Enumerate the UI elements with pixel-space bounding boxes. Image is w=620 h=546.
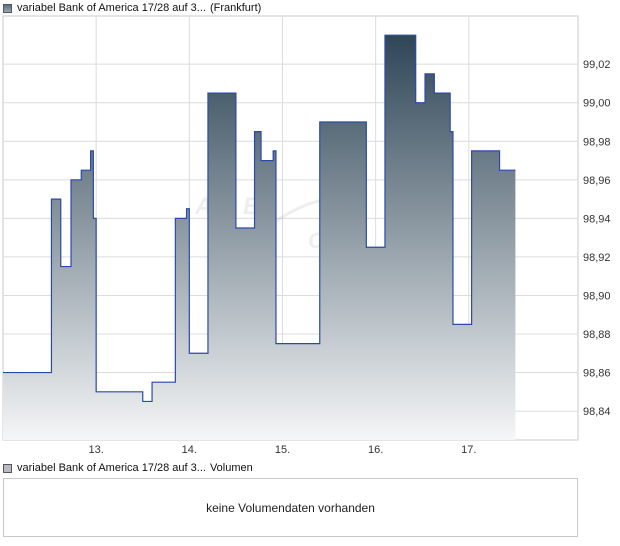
y-tick-label: 98,94 [583,213,611,225]
y-axis-ticks: 98,84 98,86 98,88 98,90 98,92 98,94 98,96 98,98… [583,59,611,418]
y-tick-label: 99,00 [583,98,611,110]
price-chart: A E CH 13.14.15.16.17. 98,8498,8698,8898… [2,15,611,456]
y-tick-label: 98,98 [583,136,611,148]
y-tick-label: 98,90 [583,290,611,302]
y-tick-label: 98,96 [583,175,611,187]
y-tick-label: 98,84 [583,406,611,418]
volume-panel: keine Volumendaten vorhanden [3,478,578,537]
x-tick-label: 17. [461,444,476,456]
x-tick-label: 15. [275,444,290,456]
volume-legend-series-name: variabel Bank of America 17/28 auf 3... [17,462,206,474]
x-tick-label: 14. [182,444,197,456]
volume-empty-message: keine Volumendaten vorhanden [206,500,375,515]
price-legend-series-name: variabel Bank of America 17/28 auf 3... [17,2,206,14]
y-tick-label: 98,86 [583,368,611,380]
y-tick-label: 98,88 [583,329,611,341]
x-axis-ticks: 13. 14. 15. 16. 17. [89,444,477,456]
x-tick-label: 16. [368,444,383,456]
price-line [3,34,516,403]
price-legend-exchange: (Frankfurt) [209,2,262,14]
volume-legend: variabel Bank of America 17/28 auf 3... … [3,461,253,475]
y-tick-label: 99,02 [583,59,611,71]
price-legend-swatch-icon [3,3,12,13]
volume-legend-label: Volumen [209,462,253,474]
price-area [3,35,516,440]
y-tick-label: 98,92 [583,252,611,264]
x-tick-label: 13. [89,444,104,456]
price-legend: variabel Bank of America 17/28 auf 3... … [3,1,261,15]
volume-legend-swatch-icon [3,463,12,473]
